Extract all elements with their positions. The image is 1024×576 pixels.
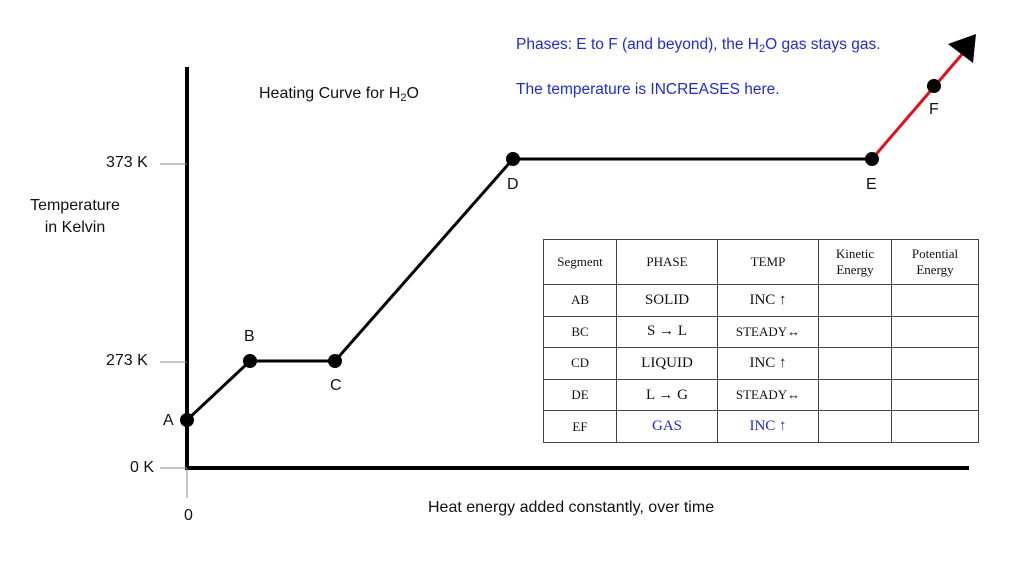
header-phase: PHASE [616,239,718,285]
cell-phase: GAS [616,410,718,443]
cell-kinetic [818,347,892,380]
temp-note: The temperature is INCREASES here. [516,81,780,98]
point-b-label: B [244,328,255,345]
cell-kinetic [818,410,892,443]
y-axis-label-line2: in Kelvin [44,219,106,236]
point-d-label: D [507,176,519,193]
cell-phase: LIQUID [616,347,718,380]
cell-phase: L → G [616,378,718,412]
cell-temp: INC ↑ [717,410,819,443]
point-d-marker [506,152,520,166]
phase-note-subscript: 2 [758,43,766,55]
cell-temp: INC ↑ [717,284,819,317]
origin-label: 0 [184,507,193,524]
point-e-marker [865,152,879,166]
x-axis-label: Heat energy added constantly, over time [428,499,715,516]
gas-segment-line [870,51,966,160]
title-prefix: Heating Curve for H [259,85,401,102]
cell-segment: BC [543,315,617,349]
phase-note: Phases: E to F (and beyond), the H2O gas… [516,36,881,55]
table-row: AB SOLID INC ↑ [543,284,979,317]
header-segment: Segment [543,239,617,285]
cell-temp: INC ↑ [717,347,819,380]
cell-phase: S → L [616,315,718,349]
tick-label-0: 0 K [130,459,155,476]
point-c-marker [328,354,342,368]
point-a-marker [180,413,194,427]
cell-potential [891,378,979,412]
phase-note-suffix: O gas stays gas. [765,36,881,53]
header-temp: TEMP [717,239,819,285]
header-kinetic: Kinetic Energy [818,239,892,285]
point-f-marker [927,79,941,93]
table-row: CD LIQUID INC ↑ [543,347,979,380]
cell-segment: EF [543,410,617,443]
phase-table: Segment PHASE TEMP Kinetic Energy Potent… [543,239,979,443]
cell-temp: STEADY↔ [717,378,819,412]
title-subscript: 2 [400,92,407,104]
tick-label-373: 373 K [106,154,148,171]
point-f-label: F [929,101,939,118]
cell-kinetic [818,284,892,317]
cell-segment: CD [543,347,617,380]
cell-potential [891,410,979,443]
cell-phase: SOLID [616,284,718,317]
point-e-label: E [866,176,877,193]
arrow-head [948,34,976,63]
diagram-title: Heating Curve for H2O [259,85,419,104]
table-header-row: Segment PHASE TEMP Kinetic Energy Potent… [543,239,979,285]
header-potential: Potential Energy [891,239,979,285]
table-row: DE L → G STEADY↔ [543,378,979,412]
cell-kinetic [818,378,892,412]
point-c-label: C [330,377,342,394]
phase-note-prefix: Phases: E to F (and beyond), the H [516,36,759,53]
tick-label-273: 273 K [106,352,148,369]
table-row: BC S → L STEADY↔ [543,315,979,349]
y-axis-label: Temperature in Kelvin [22,195,128,239]
cell-potential [891,315,979,349]
table-row: EF GAS INC ↑ [543,410,979,443]
cell-kinetic [818,315,892,349]
cell-potential [891,347,979,380]
cell-potential [891,284,979,317]
y-axis-label-line1: Temperature [30,197,120,214]
title-suffix: O [406,85,419,102]
cell-segment: AB [543,284,617,317]
cell-temp: STEADY↔ [717,315,819,349]
point-b-marker [243,354,257,368]
cell-segment: DE [543,378,617,412]
point-a-label: A [163,412,174,429]
